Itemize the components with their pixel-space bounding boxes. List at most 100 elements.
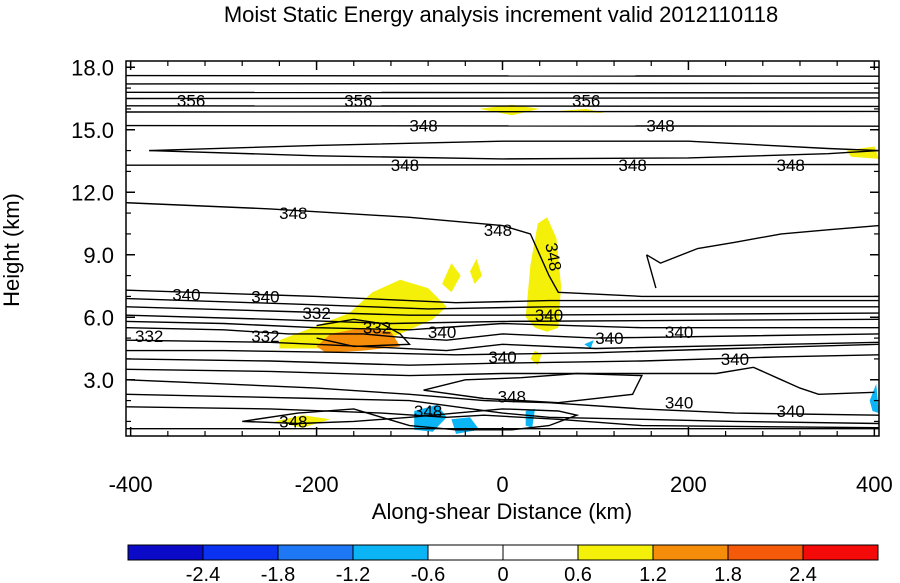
contour-label-348-10: 348 — [541, 241, 565, 272]
x-axis-label: Along-shear Distance (km) — [372, 499, 632, 524]
plot-frame — [125, 60, 880, 437]
colorbar-box-7 — [652, 544, 729, 561]
increment-region-10 — [414, 404, 447, 432]
contour-340-d — [125, 314, 880, 325]
contour-label-348-5: 348 — [391, 156, 419, 175]
colorbar-box-1 — [202, 544, 279, 561]
contour-label-332-15: 332 — [135, 327, 163, 346]
contour-upper-0 — [125, 74, 880, 77]
contour-labels: 356 356 356 348 348 348 348 348 348 348 348 340 340 3… — [135, 92, 805, 432]
contour-332-c — [126, 343, 880, 356]
contour-label-348-7: 348 — [777, 156, 805, 175]
x-tick-label: 200 — [670, 472, 707, 497]
y-tick-label: 18.0 — [71, 55, 114, 80]
colorbar-label: -1.8 — [261, 564, 295, 583]
colorbar-labels: -2.4 -1.8 -1.2 -0.6 0 0.6 1.2 1.8 2.4 — [186, 564, 817, 583]
increment-region-8 — [274, 415, 331, 428]
contour-label-348-23: 348 — [498, 387, 526, 406]
colorbar-label: 0 — [497, 564, 508, 583]
colorbar — [127, 544, 879, 561]
colorbar-box-6 — [577, 544, 654, 561]
x-tick-label: -200 — [295, 472, 339, 497]
contour-label-332-14: 332 — [363, 319, 391, 338]
contour-340-c — [125, 306, 880, 316]
contour-label-332-13: 332 — [302, 304, 330, 323]
colorbar-label: 2.4 — [789, 564, 817, 583]
contour-upper-3 — [125, 97, 880, 100]
contour-label-356-0: 356 — [177, 92, 205, 111]
contour-348-low-loop — [423, 372, 644, 404]
colorbar-label: -1.2 — [336, 564, 370, 583]
contour-340-h — [125, 379, 880, 416]
contour-348-bottom-loop — [242, 408, 580, 431]
y-tick-label: 3.0 — [83, 368, 114, 393]
contour-332-a — [125, 327, 880, 341]
axis-ticks — [126, 61, 879, 436]
contour-340-e — [125, 320, 879, 331]
increment-region-2 — [470, 258, 482, 284]
colorbar-box-0 — [127, 544, 204, 561]
colorbar-box-3 — [352, 544, 429, 561]
contour-upper-lens-top — [149, 140, 880, 152]
contour-340-j — [125, 406, 880, 429]
contour-340-b — [125, 297, 879, 310]
increment-region-3 — [525, 217, 562, 332]
plot-area: 356 356 356 348 348 348 348 348 348 348 348 340 340 3… — [125, 60, 880, 437]
x-tick-label: 0 — [496, 472, 508, 497]
colorbar-label: 1.2 — [639, 564, 667, 583]
colorbar-box-9 — [802, 544, 879, 561]
colorbar-label: -0.6 — [411, 564, 445, 583]
contour-label-340-22: 340 — [721, 350, 749, 369]
x-tick-label: 400 — [856, 472, 893, 497]
increment-region-13 — [869, 383, 879, 414]
y-axis-label: Height (km) — [0, 193, 24, 307]
increment-region-14 — [584, 340, 594, 349]
contour-340-a — [125, 289, 879, 304]
y-tick-label: 15.0 — [71, 118, 114, 143]
colorbar-label: 1.8 — [714, 564, 742, 583]
increment-region-5 — [479, 104, 540, 116]
contour-label-340-21: 340 — [488, 348, 516, 367]
y-tick-label: 12.0 — [71, 180, 114, 205]
colorbar-box-4 — [427, 544, 504, 561]
contour-label-348-3: 348 — [409, 117, 437, 136]
contour-label-340-11: 340 — [172, 285, 200, 304]
x-tick-label: -400 — [109, 472, 153, 497]
contour-upper-5 — [125, 110, 880, 113]
contour-upper-1 — [125, 82, 880, 85]
contour-label-348-6: 348 — [618, 156, 646, 175]
colorbar-box-2 — [277, 544, 354, 561]
contour-label-340-18: 340 — [535, 306, 563, 325]
contour-340-i — [125, 393, 880, 425]
contour-label-340-19: 340 — [595, 329, 623, 348]
contour-label-340-25: 340 — [665, 394, 693, 413]
contour-332-b — [125, 339, 880, 352]
contour-label-340-20: 340 — [665, 323, 693, 342]
contour-348-mid — [125, 202, 879, 298]
contour-upper-2 — [125, 91, 880, 94]
x-tick-labels: -400 -200 0 200 400 — [109, 472, 893, 497]
contour-label-348-27: 348 — [279, 412, 307, 431]
contour-340-g — [125, 366, 875, 396]
contour-label-332-16: 332 — [251, 327, 279, 346]
contour-label-348-24: 348 — [414, 402, 442, 421]
contour-upper-6 — [125, 124, 880, 127]
colorbar-label: 0.6 — [564, 564, 592, 583]
colorbar-box-5 — [502, 544, 579, 561]
y-tick-labels: 3.0 6.0 9.0 12.0 15.0 18.0 — [71, 55, 114, 393]
increment-regions — [274, 104, 879, 434]
colorbar-box-8 — [727, 544, 804, 561]
contour-348-right — [646, 224, 880, 264]
contour-upper-4 — [125, 105, 880, 108]
contour-340-f — [125, 354, 880, 366]
chart-title: Moist Static Energy analysis increment v… — [224, 2, 778, 27]
contour-label-356-2: 356 — [572, 92, 600, 111]
contour-label-340-17: 340 — [428, 323, 456, 342]
colorbar-label: -2.4 — [186, 564, 220, 583]
increment-region-1 — [442, 263, 461, 293]
y-tick-label: 9.0 — [83, 243, 114, 268]
contour-upper-7 — [125, 163, 880, 166]
contour-label-340-26: 340 — [777, 402, 805, 421]
contour-348-right-drop — [645, 254, 657, 289]
